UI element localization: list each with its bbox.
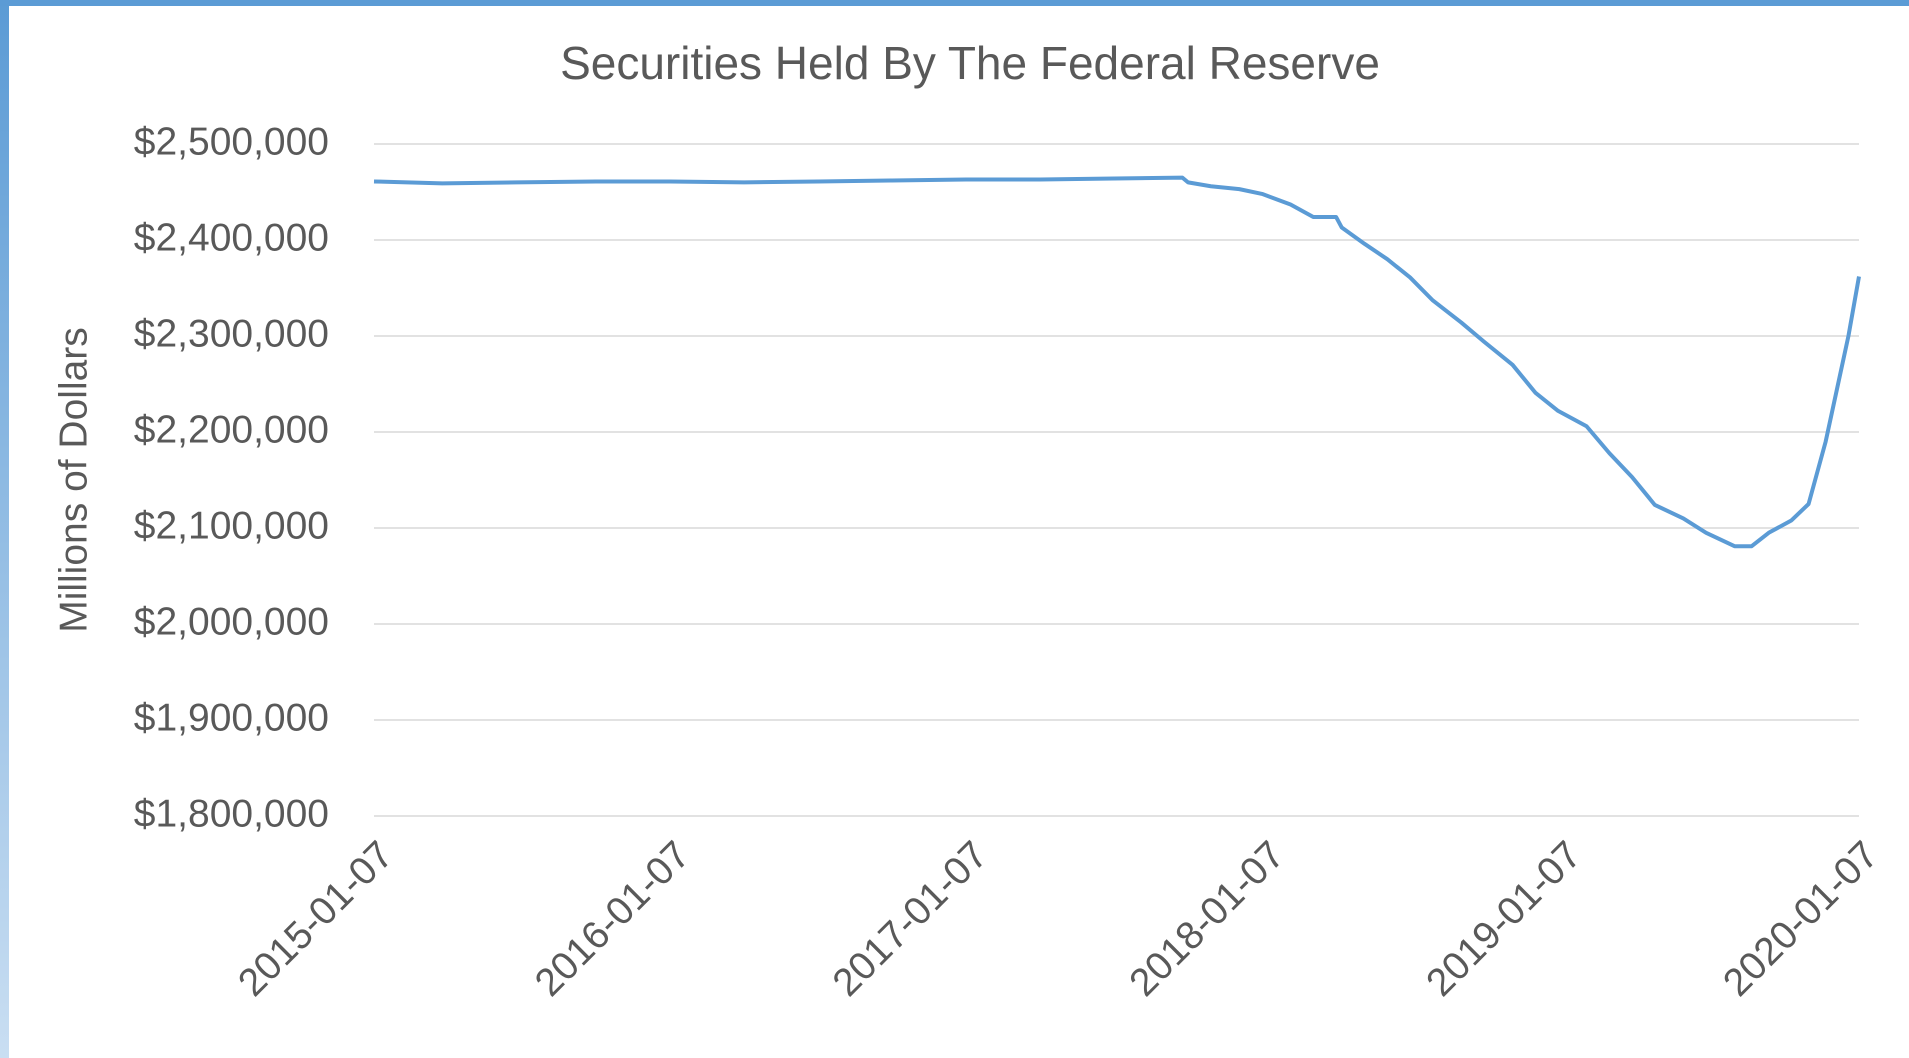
y-tick-label: $2,100,000 <box>134 504 329 547</box>
y-tick-label: $2,200,000 <box>134 408 329 451</box>
y-tick-label: $2,000,000 <box>134 600 329 643</box>
data-line <box>373 175 1861 549</box>
x-tick-label: 2016-01-07 <box>527 833 698 1004</box>
y-tick-label: $2,400,000 <box>134 216 329 259</box>
y-tick-label: $1,900,000 <box>134 696 329 739</box>
x-tick-label: 2018-01-07 <box>1121 833 1292 1004</box>
y-axis-label: Millions of Dollars <box>52 327 95 633</box>
x-tick-label: 2017-01-07 <box>825 833 996 1004</box>
frame-edge <box>0 0 9 1058</box>
x-tick-label: 2020-01-07 <box>1715 833 1886 1004</box>
y-tick-label: $2,500,000 <box>134 120 329 163</box>
x-tick-label: 2019-01-07 <box>1418 833 1589 1004</box>
frame-edge <box>0 0 1909 6</box>
x-tick-label: 2015-01-07 <box>230 833 401 1004</box>
chart-title: Securities Held By The Federal Reserve <box>560 37 1380 89</box>
y-tick-label: $1,800,000 <box>134 792 329 835</box>
y-tick-label: $2,300,000 <box>134 312 329 355</box>
